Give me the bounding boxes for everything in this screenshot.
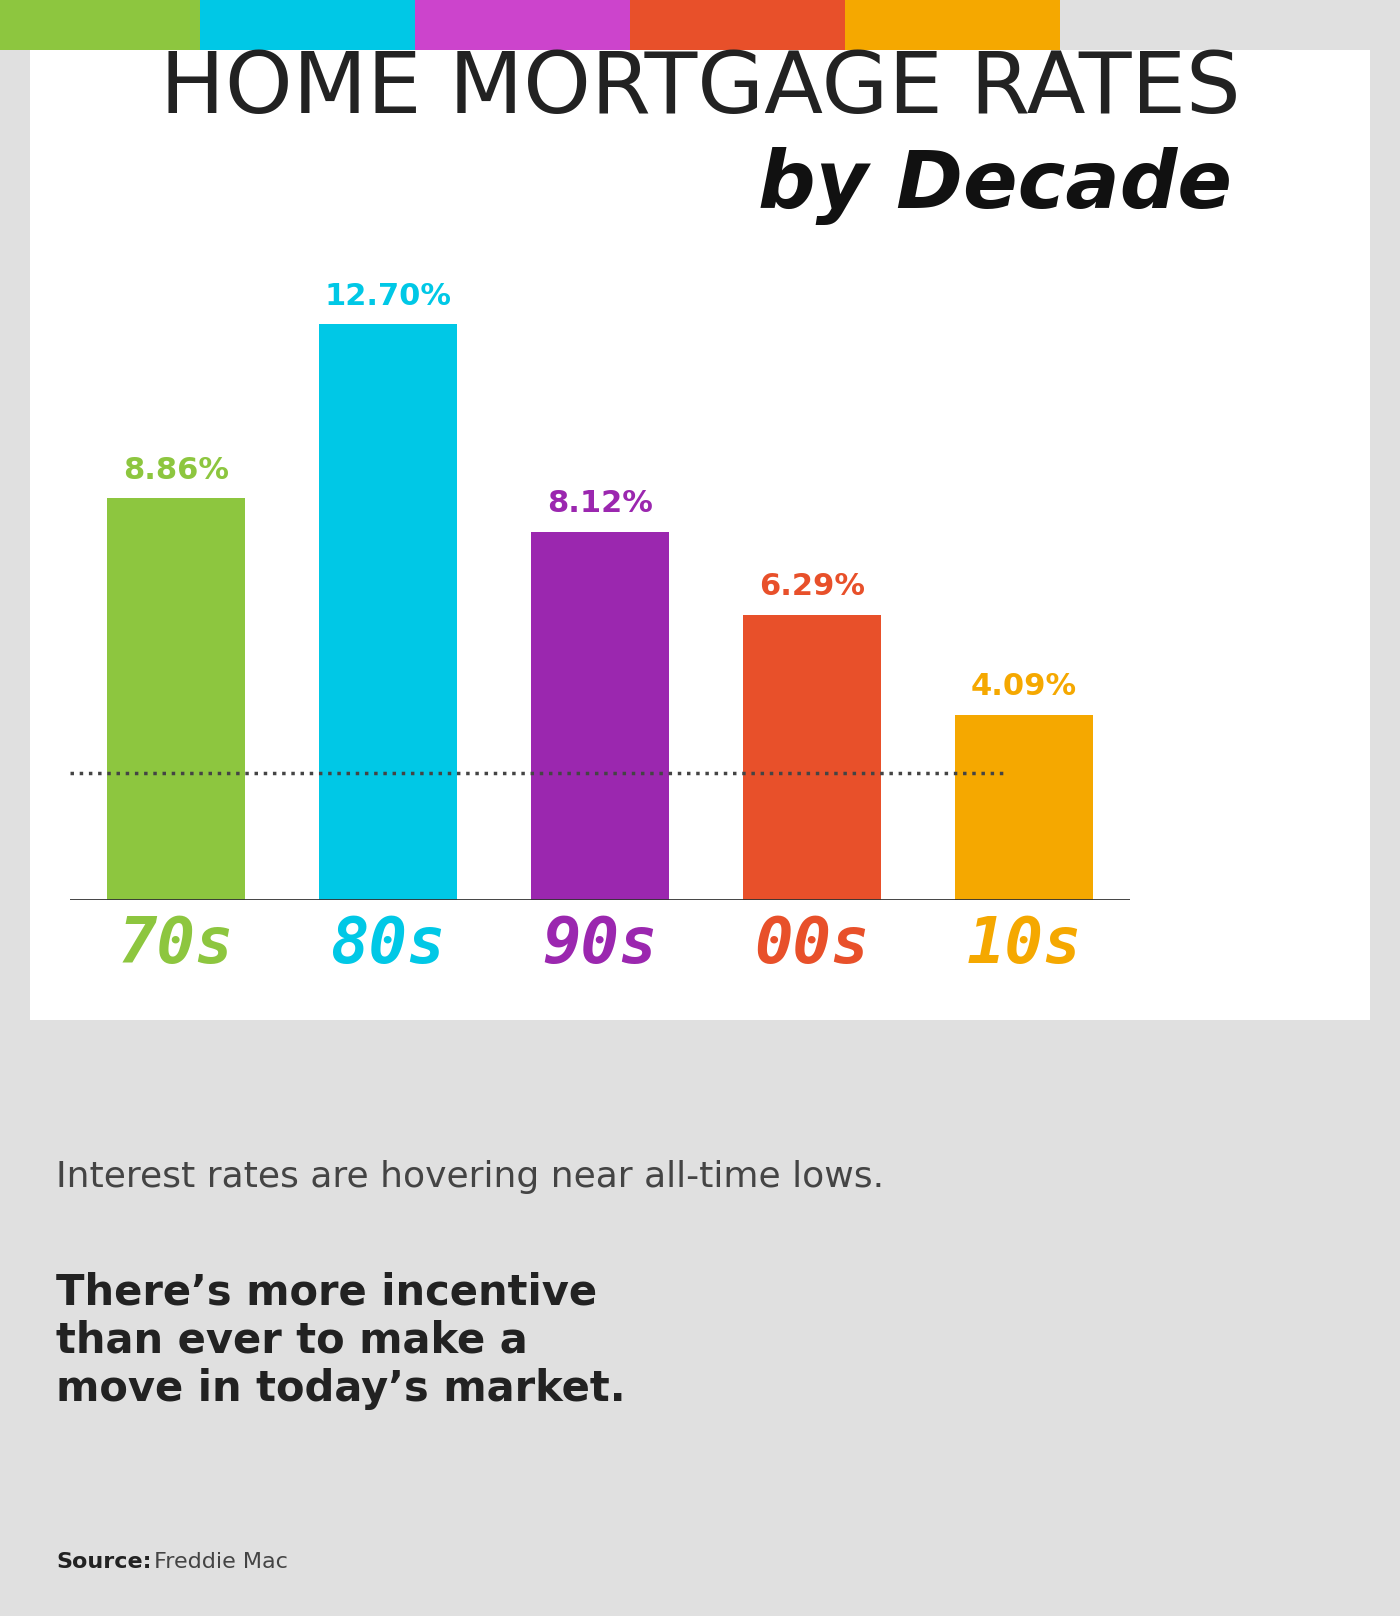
Bar — [531, 532, 669, 900]
Text: 70s: 70s — [118, 915, 234, 976]
Text: 90s: 90s — [542, 915, 658, 976]
Text: There’s more incentive
than ever to make a
move in today’s market.: There’s more incentive than ever to make… — [56, 1272, 626, 1411]
Text: 80s: 80s — [330, 915, 445, 976]
Text: 8.86%: 8.86% — [123, 456, 230, 485]
Text: by Decade: by Decade — [757, 147, 1232, 225]
Bar — [106, 498, 245, 900]
Text: Interest rates are hovering near all-time lows.: Interest rates are hovering near all-tim… — [56, 1160, 885, 1194]
Text: 00s: 00s — [755, 915, 869, 976]
Text: HOME MORTGAGE RATES: HOME MORTGAGE RATES — [160, 48, 1240, 131]
Text: Source:: Source: — [56, 1551, 151, 1571]
Bar — [955, 714, 1093, 900]
Text: 4.09%: 4.09% — [972, 672, 1077, 701]
Bar — [743, 614, 881, 900]
Text: Freddie Mac: Freddie Mac — [147, 1551, 288, 1571]
Text: 10s: 10s — [966, 915, 1082, 976]
Bar — [319, 325, 456, 900]
Text: 12.70%: 12.70% — [325, 281, 451, 310]
Text: 8.12%: 8.12% — [547, 490, 652, 519]
Text: 6.29%: 6.29% — [759, 572, 865, 601]
